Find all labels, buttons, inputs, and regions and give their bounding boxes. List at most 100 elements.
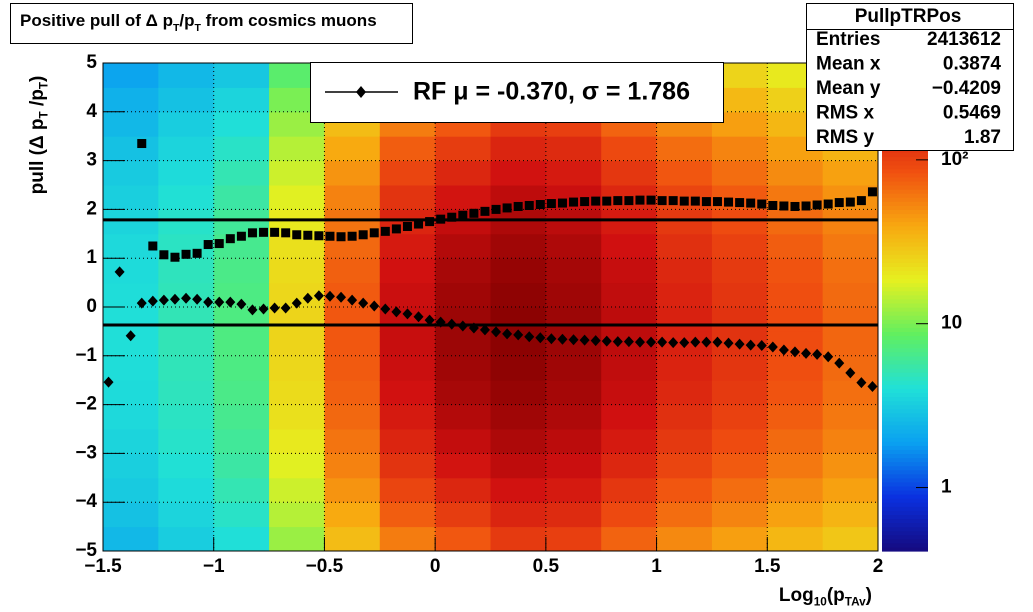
- heat-cell: [103, 87, 159, 113]
- heat-cell: [435, 282, 491, 308]
- color-bar-step: [882, 359, 928, 365]
- color-bar-step: [882, 254, 928, 259]
- heat-cell: [545, 233, 602, 259]
- color-bar-step: [882, 205, 928, 210]
- subscript: T: [38, 110, 51, 118]
- diamond-marker: [579, 334, 590, 346]
- heat-cell: [324, 380, 381, 406]
- heat-cell: [158, 477, 215, 503]
- color-bar-step: [882, 213, 928, 219]
- heat-cell: [656, 160, 713, 186]
- color-bar-step: [882, 506, 928, 511]
- heat-cell: [822, 477, 879, 503]
- square-marker: [679, 196, 689, 206]
- y-tick-label: 3: [86, 150, 97, 171]
- square-marker: [757, 199, 767, 209]
- heat-cell: [213, 429, 270, 454]
- color-bar-step: [882, 233, 928, 239]
- heat-cell: [822, 258, 879, 284]
- heat-cell: [158, 429, 215, 454]
- color-bar-step: [882, 315, 928, 320]
- diamond-marker: [690, 336, 701, 348]
- square-marker: [236, 231, 246, 241]
- color-bar-step: [882, 363, 928, 369]
- heat-cell: [379, 185, 436, 210]
- diamond-marker: [380, 303, 391, 315]
- color-bar-step: [882, 420, 928, 426]
- heat-cell: [490, 404, 547, 430]
- heat-cell: [158, 136, 215, 162]
- diamond-marker: [789, 346, 800, 358]
- heat-cell: [656, 307, 713, 332]
- color-bar-step: [882, 518, 928, 524]
- legend-marker: [356, 86, 366, 98]
- heat-cell: [269, 404, 325, 430]
- heat-cell: [490, 526, 547, 552]
- heat-cell: [158, 355, 215, 381]
- heat-cell: [103, 136, 159, 162]
- diamond-marker: [347, 294, 358, 306]
- heat-cell: [158, 87, 215, 113]
- square-marker: [591, 196, 601, 206]
- heat-cell: [324, 502, 381, 528]
- color-bar-step: [882, 164, 928, 170]
- color-bar-step: [882, 319, 928, 324]
- heat-cell: [324, 185, 381, 210]
- square-marker: [281, 228, 291, 238]
- square-marker: [225, 234, 235, 244]
- square-marker: [137, 139, 147, 149]
- color-bar-step: [882, 392, 928, 398]
- color-bar-step: [882, 286, 928, 292]
- heat-cell: [324, 258, 381, 284]
- diamond-marker: [269, 302, 280, 314]
- heat-cell: [103, 453, 159, 479]
- diamond-marker: [247, 304, 258, 316]
- square-marker: [391, 224, 401, 234]
- heat-cell: [103, 63, 159, 88]
- color-bar-step: [882, 246, 928, 251]
- color-bar-step: [882, 437, 928, 442]
- heat-cell: [767, 258, 824, 284]
- heat-cell: [158, 307, 215, 332]
- heat-cell: [656, 136, 713, 162]
- heat-cell: [379, 258, 436, 284]
- square-marker: [425, 217, 435, 227]
- heat-cell: [822, 380, 879, 406]
- square-marker: [580, 197, 590, 207]
- diamond-marker: [125, 330, 136, 342]
- heat-cell: [490, 282, 547, 308]
- square-marker: [380, 226, 390, 236]
- square-marker: [181, 249, 191, 259]
- diamond-marker: [203, 296, 214, 308]
- color-bar-step: [882, 351, 928, 357]
- stats-value: 0.5469: [943, 103, 1001, 124]
- heat-cell: [103, 502, 159, 528]
- color-bar-step: [882, 469, 928, 475]
- diamond-marker: [158, 294, 169, 306]
- heat-cell: [767, 526, 824, 552]
- heat-cell: [767, 233, 824, 259]
- color-bar-step: [882, 526, 928, 532]
- heat-cell: [545, 209, 602, 235]
- heat-cell: [324, 331, 381, 357]
- square-marker: [247, 228, 257, 238]
- heat-cell: [324, 355, 381, 381]
- heat-cell: [711, 502, 768, 528]
- diamond-marker: [502, 328, 513, 340]
- heat-cell: [435, 502, 491, 528]
- heat-cell: [213, 477, 270, 503]
- text-part: (p: [827, 585, 845, 606]
- diamond-marker: [524, 331, 535, 343]
- z-tick-label: 10: [941, 313, 962, 334]
- heat-cell: [601, 307, 658, 332]
- color-bar-step: [882, 530, 928, 536]
- y-tick-label: 1: [86, 247, 97, 268]
- heat-cell: [213, 453, 270, 479]
- color-bar-step: [882, 433, 928, 438]
- heat-cell: [269, 185, 325, 210]
- heat-cell: [601, 355, 658, 381]
- diamond-marker: [612, 336, 623, 348]
- heat-cell: [767, 380, 824, 406]
- heat-cell: [379, 502, 436, 528]
- heat-cell: [545, 404, 602, 430]
